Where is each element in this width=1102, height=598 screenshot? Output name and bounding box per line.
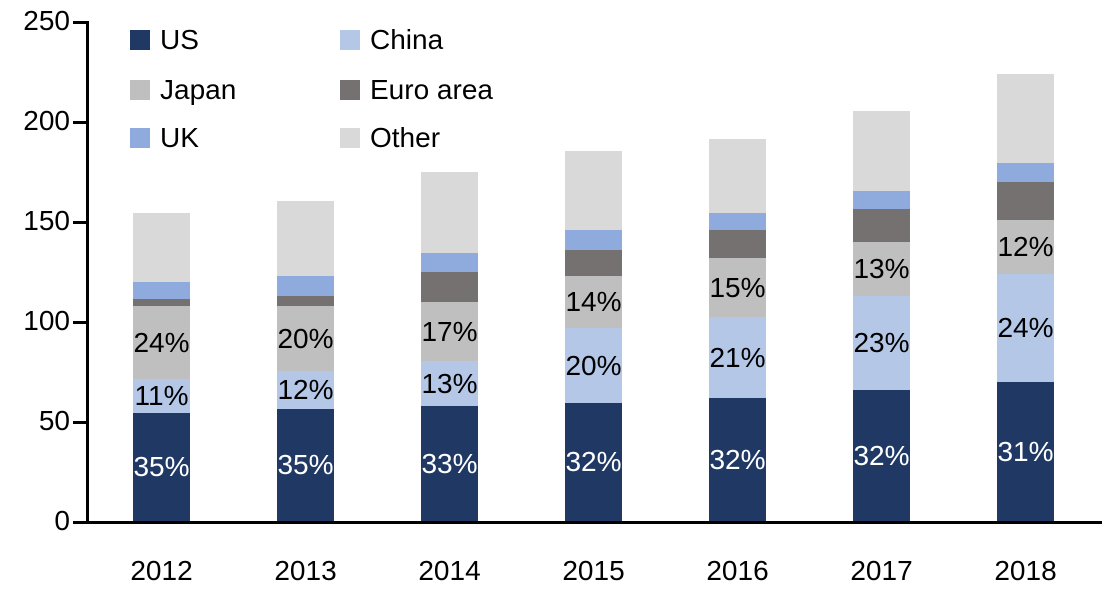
legend-label-euro-area: Euro area — [370, 74, 493, 105]
bar-segment-china-2018 — [997, 274, 1054, 382]
x-axis-label-2014: 2014 — [418, 555, 481, 586]
bar-segment-japan-2014 — [421, 302, 478, 361]
bar-segment-other-2016 — [709, 139, 766, 213]
y-axis-label-200: 200 — [23, 105, 70, 136]
bar-segment-uk-2014 — [421, 253, 478, 272]
data-label-japan-2012: 24% — [133, 326, 190, 358]
y-axis-label-0: 0 — [54, 505, 70, 536]
bar-segment-japan-2015 — [565, 276, 622, 328]
bar-segment-uk-2018 — [997, 163, 1054, 182]
data-label-japan-2014: 17% — [421, 315, 478, 347]
legend-swatch-euro-area — [340, 80, 360, 100]
x-axis-label-2012: 2012 — [130, 555, 193, 586]
x-axis-line — [73, 521, 1102, 524]
x-axis-label-2018: 2018 — [994, 555, 1057, 586]
bar-segment-us-2012 — [133, 413, 190, 521]
data-label-japan-2018: 12% — [997, 231, 1054, 262]
bar-segment-uk-2012 — [133, 282, 190, 299]
data-label-china-2015: 20% — [565, 349, 622, 381]
bar-segment-other-2015 — [565, 151, 622, 230]
y-axis-label-50: 50 — [38, 405, 70, 436]
bar-segment-other-2018 — [997, 74, 1054, 163]
bar-segment-euro-area-2015 — [565, 250, 622, 276]
bar-segment-us-2013 — [277, 409, 334, 521]
bar-segment-china-2016 — [709, 317, 766, 398]
y-axis-label-100: 100 — [23, 305, 70, 336]
data-label-china-2017: 23% — [853, 327, 910, 358]
data-label-us-2012: 35% — [133, 451, 190, 482]
legend-swatch-china — [340, 30, 360, 50]
bar-segment-china-2012 — [133, 379, 190, 413]
y-axis-line — [86, 21, 89, 524]
bar-segment-euro-area-2017 — [853, 209, 910, 242]
x-axis-label-2015: 2015 — [562, 555, 625, 586]
bar-segment-us-2017 — [853, 390, 910, 521]
x-axis-label-2017: 2017 — [850, 555, 913, 586]
legend-label-china: China — [370, 24, 444, 55]
legend-swatch-japan — [130, 80, 150, 100]
bar-segment-us-2016 — [709, 398, 766, 521]
data-label-japan-2013: 20% — [277, 322, 334, 354]
bar-segment-china-2015 — [565, 328, 622, 403]
bar-segment-japan-2012 — [133, 306, 190, 379]
y-axis-label-150: 150 — [23, 205, 70, 236]
y-axis-label-250: 250 — [23, 5, 70, 36]
bar-segment-us-2018 — [997, 382, 1054, 521]
y-tick-0 — [73, 521, 87, 524]
data-label-us-2016: 32% — [709, 443, 766, 475]
bar-segment-us-2014 — [421, 406, 478, 521]
legend-swatch-other — [340, 128, 360, 148]
y-tick-200 — [73, 121, 87, 124]
y-tick-50 — [73, 421, 87, 424]
legend-swatch-uk — [130, 128, 150, 148]
x-axis-label-2016: 2016 — [706, 555, 769, 586]
data-label-us-2015: 32% — [565, 446, 622, 477]
bar-segment-uk-2015 — [565, 230, 622, 250]
bar-segment-japan-2018 — [997, 220, 1054, 274]
data-label-japan-2017: 13% — [853, 253, 910, 284]
bar-segment-euro-area-2013 — [277, 296, 334, 306]
y-tick-150 — [73, 221, 87, 224]
bar-segment-other-2017 — [853, 111, 910, 191]
data-label-china-2012: 11% — [134, 380, 189, 411]
data-label-us-2013: 35% — [277, 449, 334, 480]
bar-segment-euro-area-2012 — [133, 299, 190, 306]
legend-swatch-us — [130, 30, 150, 50]
bar-segment-other-2012 — [133, 213, 190, 282]
y-tick-250 — [73, 21, 87, 24]
bar-segment-japan-2016 — [709, 258, 766, 317]
bar-segment-china-2014 — [421, 361, 478, 406]
data-label-china-2018: 24% — [997, 312, 1054, 343]
bar-segment-uk-2017 — [853, 191, 910, 209]
data-label-japan-2016: 15% — [709, 271, 766, 303]
bar-segment-uk-2013 — [277, 276, 334, 296]
bar-segment-japan-2013 — [277, 306, 334, 371]
bar-segment-china-2017 — [853, 296, 910, 390]
legend-label-other: Other — [370, 122, 441, 153]
legend-label-us: US — [160, 24, 199, 55]
legend-label-uk: UK — [160, 122, 199, 153]
bar-segment-euro-area-2016 — [709, 230, 766, 258]
bar-segment-euro-area-2018 — [997, 182, 1054, 220]
bar-segment-uk-2016 — [709, 213, 766, 230]
bar-segment-japan-2017 — [853, 242, 910, 296]
bar-segment-other-2013 — [277, 201, 334, 276]
bar-segment-china-2013 — [277, 371, 334, 409]
x-axis-label-2013: 2013 — [274, 555, 337, 586]
data-label-us-2017: 32% — [853, 439, 910, 471]
bar-segment-other-2014 — [421, 172, 478, 253]
data-label-china-2013: 12% — [277, 374, 334, 405]
y-tick-100 — [73, 321, 87, 324]
bar-segment-us-2015 — [565, 403, 622, 521]
data-label-japan-2015: 14% — [565, 286, 622, 317]
bar-segment-euro-area-2014 — [421, 272, 478, 302]
data-label-us-2018: 31% — [997, 435, 1054, 467]
data-label-china-2016: 21% — [709, 341, 766, 373]
data-label-us-2014: 33% — [421, 447, 478, 479]
legend-label-japan: Japan — [160, 74, 237, 105]
data-label-china-2014: 13% — [421, 367, 478, 399]
